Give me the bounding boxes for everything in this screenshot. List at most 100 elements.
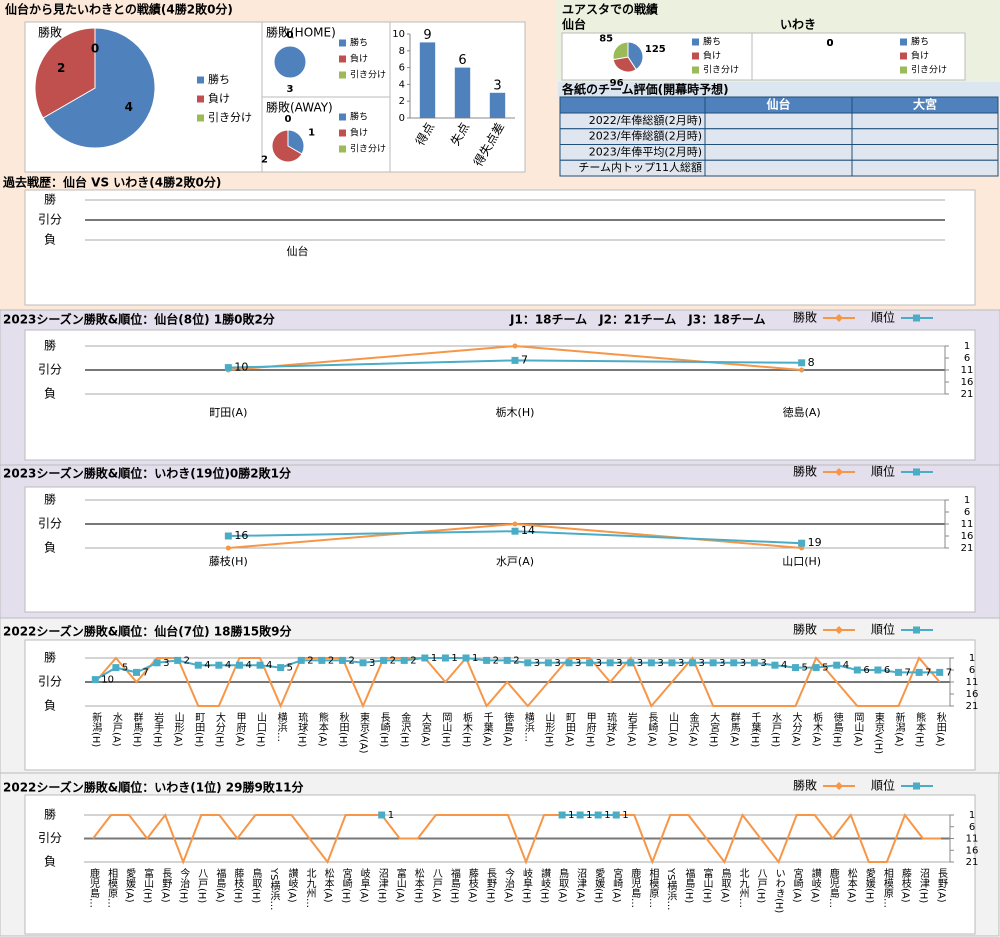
x-tick-label: 讃岐(H): [539, 867, 551, 904]
y2-tick-label: 6: [964, 507, 970, 518]
legend-label: 勝ち: [208, 72, 230, 86]
x-tick-label: 松本(A): [845, 867, 857, 903]
legend-swatch: [692, 52, 699, 60]
y-tick-label: 勝: [44, 192, 56, 207]
x-tick-label: 福島(A): [214, 867, 226, 903]
x-tick-label: 八戸(H): [755, 868, 767, 903]
legend-label: 引き分け: [350, 70, 386, 81]
x-tick-label: 横浜…: [522, 711, 534, 742]
legend-label: 負け: [911, 50, 929, 62]
data-label: 3: [534, 658, 540, 669]
data-label: 3: [554, 658, 560, 669]
legend-label: 勝ち: [350, 37, 368, 49]
marker: [441, 654, 449, 662]
x-tick-label: YS横浜…: [268, 867, 280, 910]
marker: [668, 659, 676, 667]
x-tick-label: 沼津(H): [917, 867, 929, 904]
x-tick-label: 金沢(A): [687, 711, 699, 747]
x-tick-label: 群馬(A): [728, 711, 740, 747]
data-label: 1: [388, 810, 394, 821]
data-label: 3: [657, 658, 663, 669]
data-label: 1: [568, 810, 574, 821]
team-name: 仙台: [562, 17, 586, 32]
data-label: 6: [884, 665, 890, 676]
x-tick-label: 藤枝(A): [899, 868, 911, 903]
data-label: 0: [91, 42, 99, 56]
y2-tick-label: 16: [961, 377, 974, 388]
legend-marker: [835, 314, 843, 322]
x-tick-label: 東京V(H): [872, 711, 884, 754]
marker: [153, 659, 161, 667]
marker: [297, 656, 305, 664]
data-label: 16: [234, 529, 248, 542]
table-row-bg: [559, 159, 999, 177]
y-tick-label: 負: [44, 541, 56, 555]
legend-marker: [913, 782, 920, 790]
x-tick-label: 愛媛(H): [593, 867, 605, 904]
y-tick-label: 負: [44, 233, 56, 247]
x-tick-label: 沼津(H): [376, 867, 388, 904]
marker: [132, 668, 140, 676]
data-label: 3: [740, 658, 746, 669]
x-tick-label: 熊本(A): [316, 711, 328, 747]
data-label: 0: [827, 38, 834, 49]
legend-swatch: [197, 76, 204, 84]
data-label: 4: [245, 660, 251, 671]
x-tick-label: 富山(H): [142, 867, 154, 904]
x-tick-label: 富山(A): [394, 867, 406, 903]
x-tick-label: 鳥取(A): [557, 867, 569, 903]
legend-label: 引き分け: [208, 110, 252, 124]
data-label: 7: [905, 667, 911, 678]
marker: [689, 659, 697, 667]
y2-tick-label: 11: [966, 834, 979, 845]
data-label: 8: [808, 356, 815, 369]
x-tick-label: 岐阜(H): [521, 867, 533, 904]
data-label: 1: [451, 653, 457, 664]
y-tick-label: 引分: [38, 363, 62, 377]
marker: [750, 659, 758, 667]
legend-swatch: [692, 66, 699, 74]
marker: [256, 661, 264, 669]
legend-marker: [913, 626, 920, 634]
x-tick-label: 岐阜(A): [358, 867, 370, 903]
legend-label: 負け: [350, 53, 368, 65]
marker: [565, 659, 573, 667]
x-tick-label: 山口(H): [255, 712, 266, 748]
pie-slice: [42, 27, 156, 149]
y2-tick-label: 6: [969, 822, 975, 833]
data-label: 2: [390, 655, 396, 666]
pie-slice: [612, 56, 637, 73]
legend-swatch: [339, 129, 346, 137]
data-label: 3: [616, 658, 622, 669]
y2-tick-label: 1: [964, 341, 970, 352]
x-tick-label: 愛媛(A): [124, 867, 136, 903]
marker: [400, 656, 408, 664]
table-row-label: 2023/年俸総額(2月時): [589, 129, 702, 143]
x-tick-label: 相模原…: [647, 867, 659, 908]
x-tick-label: 大宮(A): [419, 711, 431, 747]
x-tick-label: 宮崎(A): [791, 867, 803, 903]
y-tick-label: 勝: [44, 338, 56, 353]
marker: [647, 659, 655, 667]
x-tick-label: 金沢(H): [399, 711, 411, 748]
legend-swatch: [197, 114, 204, 122]
x-tick-label: 福島(H): [683, 867, 695, 904]
marker: [606, 659, 614, 667]
marker: [799, 367, 805, 373]
marker: [544, 659, 552, 667]
chart-box: [751, 32, 966, 81]
legend-label: 勝ち: [911, 36, 929, 48]
marker: [235, 661, 243, 669]
x-tick-label: 藤枝(H): [209, 554, 248, 568]
y2-tick-label: 21: [966, 857, 979, 868]
marker: [627, 659, 635, 667]
data-label: 4: [843, 660, 849, 671]
y2-tick-label: 6: [964, 353, 970, 364]
y-tick-label: 引分: [38, 831, 62, 845]
marker: [576, 811, 584, 819]
team-name: いわき: [780, 18, 816, 32]
pie-slice: [273, 45, 307, 79]
marker: [462, 654, 470, 662]
x-tick-label: 長崎(H): [378, 712, 390, 748]
